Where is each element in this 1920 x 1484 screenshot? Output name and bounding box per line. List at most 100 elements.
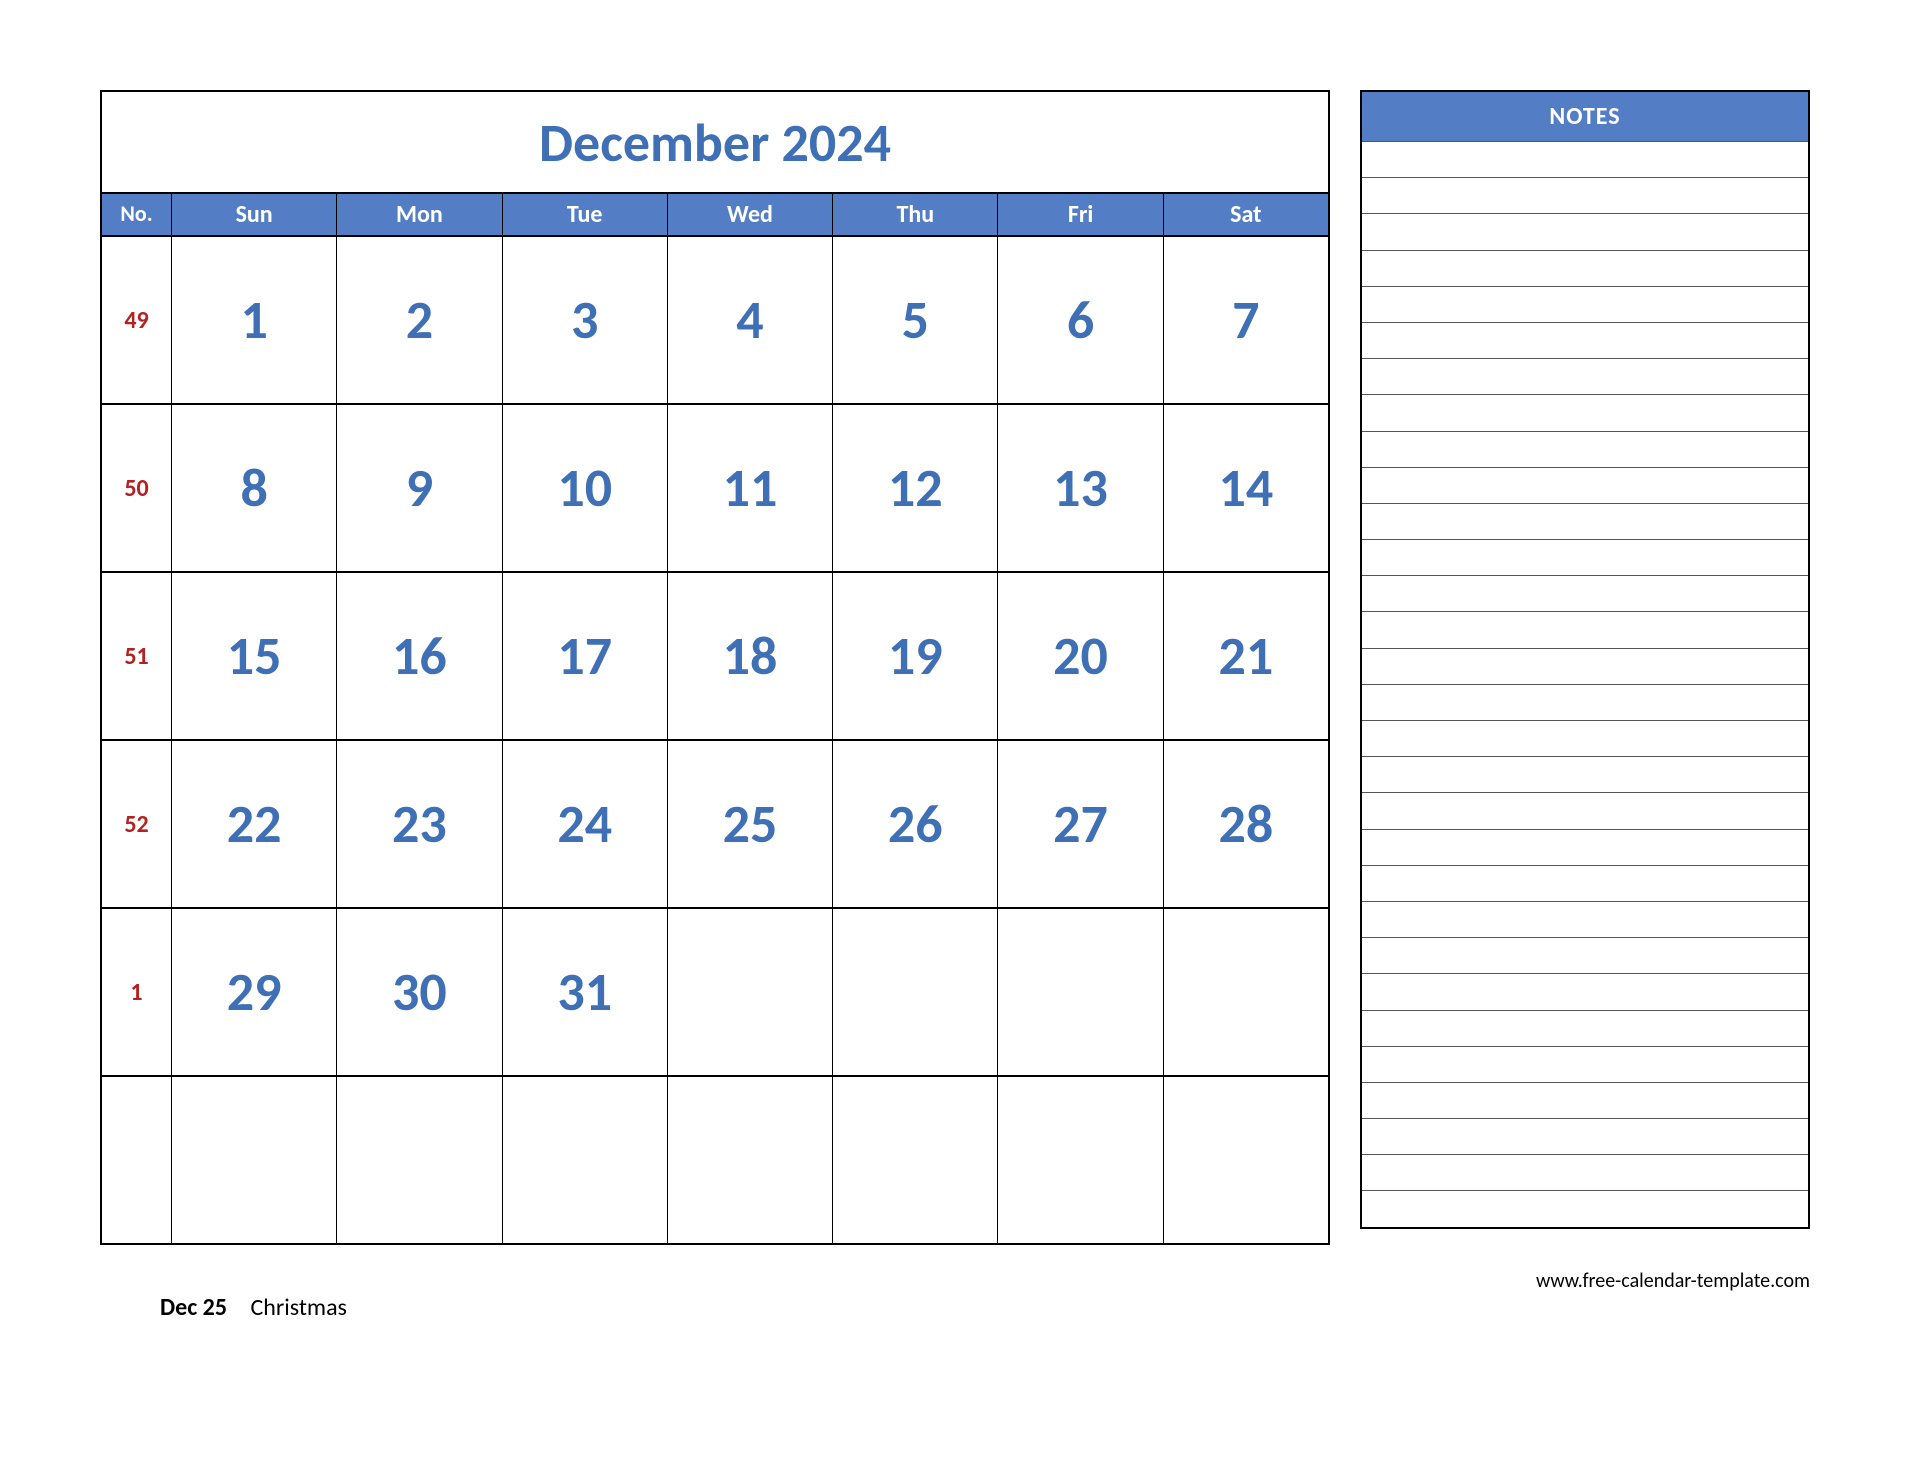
calendar-week-row xyxy=(102,1075,1328,1243)
day-cell xyxy=(1164,909,1328,1075)
day-cell: 22 xyxy=(172,741,337,907)
weekday-header: Tue xyxy=(503,194,668,235)
day-cell: 17 xyxy=(503,573,668,739)
note-line xyxy=(1362,141,1808,177)
day-cell: 5 xyxy=(833,237,998,403)
note-line xyxy=(1362,394,1808,430)
calendar-week-row: 1293031 xyxy=(102,907,1328,1075)
weekday-header: Wed xyxy=(668,194,833,235)
day-cell: 15 xyxy=(172,573,337,739)
week-number: 51 xyxy=(102,573,172,739)
day-cell: 4 xyxy=(668,237,833,403)
note-line xyxy=(1362,611,1808,647)
note-line xyxy=(1362,286,1808,322)
note-line xyxy=(1362,467,1808,503)
note-line xyxy=(1362,1118,1808,1154)
calendar-title: December 2024 xyxy=(102,92,1328,194)
day-cell: 9 xyxy=(337,405,502,571)
note-line xyxy=(1362,575,1808,611)
note-line xyxy=(1362,648,1808,684)
note-line xyxy=(1362,720,1808,756)
week-number-header: No. xyxy=(102,194,172,235)
day-cell: 31 xyxy=(503,909,668,1075)
day-cell: 30 xyxy=(337,909,502,1075)
weekday-header: Sat xyxy=(1164,194,1328,235)
day-cell: 14 xyxy=(1164,405,1328,571)
day-cell xyxy=(503,1077,668,1243)
day-cell: 11 xyxy=(668,405,833,571)
day-cell: 7 xyxy=(1164,237,1328,403)
weekday-header: Sun xyxy=(172,194,337,235)
day-cell xyxy=(172,1077,337,1243)
day-cell xyxy=(668,909,833,1075)
notes-panel: NOTES xyxy=(1360,90,1810,1229)
day-cell: 21 xyxy=(1164,573,1328,739)
calendar-week-row: 491234567 xyxy=(102,235,1328,403)
day-cell: 20 xyxy=(998,573,1163,739)
day-cell: 24 xyxy=(503,741,668,907)
calendar-week-row: 5222232425262728 xyxy=(102,739,1328,907)
weekday-header: Mon xyxy=(337,194,502,235)
day-cell: 29 xyxy=(172,909,337,1075)
week-number xyxy=(102,1077,172,1243)
day-cell xyxy=(833,909,998,1075)
day-cell: 12 xyxy=(833,405,998,571)
note-line xyxy=(1362,937,1808,973)
notes-header: NOTES xyxy=(1362,92,1808,141)
note-line xyxy=(1362,973,1808,1009)
note-line xyxy=(1362,792,1808,828)
notes-lines xyxy=(1362,141,1808,1227)
day-cell xyxy=(998,909,1163,1075)
day-cell: 23 xyxy=(337,741,502,907)
note-line xyxy=(1362,431,1808,467)
note-line xyxy=(1362,1082,1808,1118)
calendar-body: 4912345675089101112131451151617181920215… xyxy=(102,235,1328,1243)
calendar-page: December 2024 No. Sun Mon Tue Wed Thu Fr… xyxy=(100,90,1820,1245)
note-line xyxy=(1362,684,1808,720)
note-line xyxy=(1362,177,1808,213)
weekday-header-row: No. Sun Mon Tue Wed Thu Fri Sat xyxy=(102,194,1328,235)
weekday-header: Thu xyxy=(833,194,998,235)
day-cell: 16 xyxy=(337,573,502,739)
credit-url: www.free-calendar-template.com xyxy=(1536,1269,1810,1293)
note-line xyxy=(1362,358,1808,394)
week-number: 50 xyxy=(102,405,172,571)
day-cell: 6 xyxy=(998,237,1163,403)
day-cell xyxy=(668,1077,833,1243)
footer: Dec 25 Christmas www.free-calendar-templ… xyxy=(100,1265,1810,1322)
day-cell xyxy=(337,1077,502,1243)
week-number: 1 xyxy=(102,909,172,1075)
day-cell: 19 xyxy=(833,573,998,739)
note-line xyxy=(1362,829,1808,865)
note-line xyxy=(1362,250,1808,286)
holiday-name: Christmas xyxy=(250,1293,347,1322)
week-number: 52 xyxy=(102,741,172,907)
calendar-panel: December 2024 No. Sun Mon Tue Wed Thu Fr… xyxy=(100,90,1330,1245)
day-cell: 18 xyxy=(668,573,833,739)
note-line xyxy=(1362,213,1808,249)
note-line xyxy=(1362,1154,1808,1190)
note-line xyxy=(1362,865,1808,901)
day-cell: 10 xyxy=(503,405,668,571)
note-line xyxy=(1362,1010,1808,1046)
day-cell: 8 xyxy=(172,405,337,571)
day-cell xyxy=(998,1077,1163,1243)
note-line xyxy=(1362,901,1808,937)
calendar-week-row: 50891011121314 xyxy=(102,403,1328,571)
note-line xyxy=(1362,1046,1808,1082)
day-cell xyxy=(1164,1077,1328,1243)
note-line xyxy=(1362,756,1808,792)
holiday-date: Dec 25 xyxy=(160,1293,227,1322)
note-line xyxy=(1362,539,1808,575)
calendar-week-row: 5115161718192021 xyxy=(102,571,1328,739)
weekday-header: Fri xyxy=(998,194,1163,235)
day-cell: 26 xyxy=(833,741,998,907)
note-line xyxy=(1362,1190,1808,1226)
day-cell xyxy=(833,1077,998,1243)
note-line xyxy=(1362,503,1808,539)
day-cell: 27 xyxy=(998,741,1163,907)
day-cell: 13 xyxy=(998,405,1163,571)
note-line xyxy=(1362,322,1808,358)
day-cell: 28 xyxy=(1164,741,1328,907)
holiday-entry: Dec 25 Christmas xyxy=(160,1293,347,1322)
